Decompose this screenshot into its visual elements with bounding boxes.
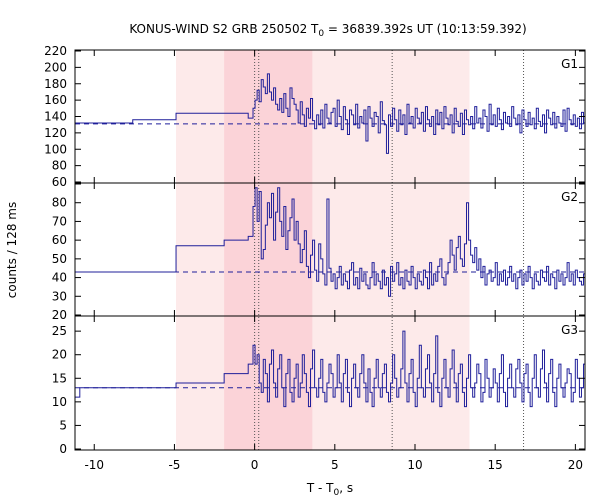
x-tick-label: 15 — [488, 458, 503, 472]
x-tick-label: 10 — [407, 458, 422, 472]
y-tick-label: 70 — [52, 214, 67, 228]
light-curve-g3 — [75, 330, 586, 431]
panel-label: G2 — [561, 190, 578, 204]
chart-title: KONUS-WIND S2 GRB 250502 T0 = 36839.392s… — [129, 22, 526, 39]
y-tick-label: 160 — [44, 93, 67, 107]
y-tick-label: 180 — [44, 77, 67, 91]
light-curve-series — [75, 73, 586, 431]
y-tick-label: 60 — [52, 233, 67, 247]
light-curve-g2 — [75, 187, 586, 297]
tick-labels: G16080100120140160180200220G220304050607… — [44, 44, 583, 472]
x-tick-label: -10 — [84, 458, 104, 472]
y-tick-label: 10 — [52, 395, 67, 409]
y-tick-label: 200 — [44, 60, 67, 74]
y-tick-label: 25 — [52, 324, 67, 338]
y-tick-label: 80 — [52, 196, 67, 210]
y-tick-label: 40 — [52, 271, 67, 285]
y-tick-label: 20 — [52, 308, 67, 322]
panel-label: G1 — [561, 57, 578, 71]
x-tick-label: 5 — [331, 458, 339, 472]
x-tick-label: 20 — [568, 458, 583, 472]
y-tick-label: 220 — [44, 44, 67, 58]
light-curve-g1 — [75, 73, 586, 154]
y-tick-label: 80 — [52, 159, 67, 173]
y-tick-label: 120 — [44, 126, 67, 140]
y-tick-label: 60 — [52, 175, 67, 189]
x-tick-label: -5 — [168, 458, 180, 472]
y-tick-label: 5 — [59, 418, 67, 432]
panel-frame-g3 — [74, 315, 586, 451]
y-tick-label: 0 — [59, 442, 67, 456]
x-axis-title: T - T0, s — [306, 481, 353, 498]
y-tick-label: 100 — [44, 142, 67, 156]
y-axis-title: counts / 128 ms — [5, 202, 19, 298]
background-level-lines — [75, 123, 585, 389]
y-tick-label: 140 — [44, 110, 67, 124]
y-tick-label: 20 — [52, 348, 67, 362]
axis-ticks — [75, 50, 585, 450]
y-tick-label: 30 — [52, 289, 67, 303]
panel-label: G3 — [561, 323, 578, 337]
x-tick-label: 0 — [251, 458, 259, 472]
y-tick-label: 50 — [52, 252, 67, 266]
shaded-interval-inner — [224, 50, 313, 450]
y-tick-label: 15 — [52, 371, 67, 385]
